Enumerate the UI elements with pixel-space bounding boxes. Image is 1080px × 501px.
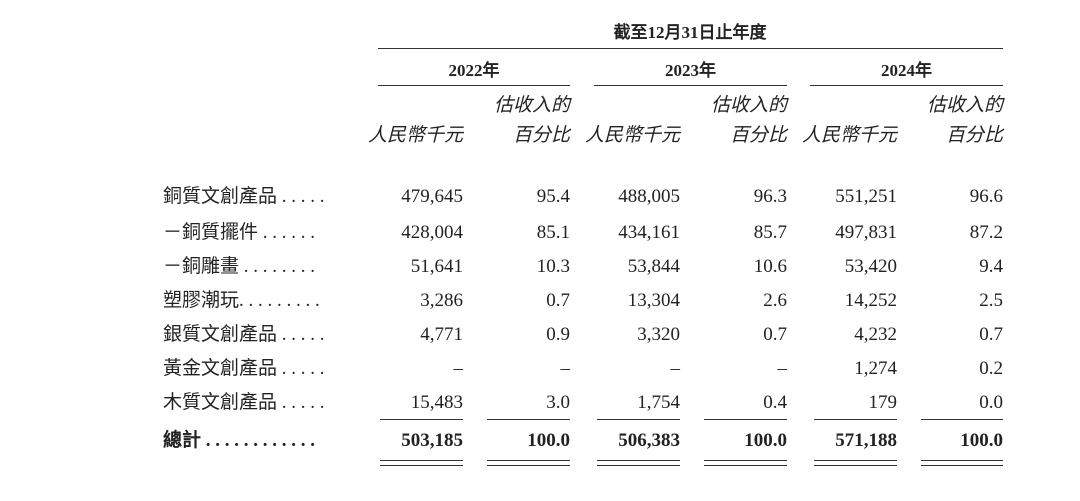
cell: – — [777, 358, 788, 379]
column-header: 百分比 — [945, 125, 1003, 146]
rule — [921, 465, 1003, 466]
cell: 434,161 — [618, 222, 680, 243]
total-cell: 503,185 — [401, 430, 463, 451]
rule — [378, 85, 570, 86]
cell: 0.2 — [979, 358, 1003, 379]
column-header: 估收入的 — [710, 95, 787, 116]
period-header: 截至12月31日止年度 — [613, 23, 767, 42]
cell: 0.7 — [979, 324, 1003, 345]
cell: 51,641 — [410, 256, 463, 277]
rule — [704, 460, 787, 461]
cell: 4,771 — [420, 324, 463, 345]
total-cell: 571,188 — [835, 430, 897, 451]
rule — [487, 419, 570, 420]
rule — [487, 460, 570, 461]
rule — [704, 465, 787, 466]
cell: 3,320 — [637, 324, 680, 345]
rule — [814, 460, 897, 461]
cell: 14,252 — [844, 290, 897, 311]
cell: 2.5 — [979, 290, 1003, 311]
total-label: 總計 . . . . . . . . . . . . — [163, 430, 316, 451]
cell: 1,274 — [854, 358, 897, 379]
year-header: 2022年 — [448, 61, 500, 80]
column-header: 估收入的 — [493, 95, 570, 116]
cell: 0.7 — [546, 290, 570, 311]
rule — [380, 465, 463, 466]
cell: 0.0 — [979, 392, 1003, 413]
rule — [597, 465, 680, 466]
rule — [814, 465, 897, 466]
cell: – — [560, 358, 571, 379]
rule — [704, 419, 787, 420]
column-header: 百分比 — [512, 125, 570, 146]
cell: 53,420 — [844, 256, 897, 277]
cell: 10.6 — [753, 256, 787, 277]
cell: 85.7 — [753, 222, 787, 243]
cell: 2.6 — [763, 290, 787, 311]
row-label: 黃金文創產品 . . . . . — [163, 358, 325, 379]
cell: 4,232 — [854, 324, 897, 345]
rule — [487, 465, 570, 466]
cell: 13,304 — [627, 290, 680, 311]
rule — [814, 419, 897, 420]
rule — [594, 85, 787, 86]
rule — [921, 419, 1003, 420]
row-label: －銅雕畫 . . . . . . . . — [163, 256, 316, 277]
cell: – — [670, 358, 681, 379]
row-label: 塑膠潮玩. . . . . . . . . — [163, 290, 320, 311]
cell: 1,754 — [637, 392, 680, 413]
column-header: 人民幣千元 — [367, 125, 463, 146]
cell: 9.4 — [979, 256, 1003, 277]
cell: 96.3 — [753, 186, 787, 207]
row-label: －銅質擺件 . . . . . . — [163, 222, 316, 243]
year-header: 2023年 — [665, 61, 716, 80]
cell: 179 — [868, 392, 898, 413]
row-label: 銅質文創產品 . . . . . — [163, 186, 325, 207]
row-label: 銀質文創產品 . . . . . — [163, 324, 325, 345]
cell: 428,004 — [401, 222, 463, 243]
total-cell: 100.0 — [960, 430, 1003, 451]
year-header: 2024年 — [881, 61, 932, 80]
column-header: 人民幣千元 — [801, 125, 897, 146]
cell: 15,483 — [410, 392, 463, 413]
rule — [380, 460, 463, 461]
cell: – — [453, 358, 464, 379]
total-cell: 100.0 — [527, 430, 570, 451]
rule — [380, 419, 463, 420]
total-cell: 506,383 — [618, 430, 680, 451]
cell: 85.1 — [536, 222, 570, 243]
rule — [597, 460, 680, 461]
total-cell: 100.0 — [744, 430, 787, 451]
cell: 95.4 — [536, 186, 570, 207]
cell: 488,005 — [618, 186, 680, 207]
cell: 0.7 — [763, 324, 787, 345]
rule — [810, 85, 1003, 86]
cell: 497,831 — [835, 222, 897, 243]
rule — [597, 419, 680, 420]
rule — [378, 48, 1003, 49]
cell: 551,251 — [835, 186, 897, 207]
column-header: 人民幣千元 — [584, 125, 680, 146]
cell: 87.2 — [969, 222, 1003, 243]
cell: 3.0 — [546, 392, 570, 413]
cell: 479,645 — [401, 186, 463, 207]
cell: 0.9 — [546, 324, 570, 345]
cell: 53,844 — [627, 256, 680, 277]
cell: 0.4 — [763, 392, 787, 413]
column-header: 百分比 — [729, 125, 787, 146]
cell: 10.3 — [536, 256, 570, 277]
cell: 96.6 — [969, 186, 1003, 207]
row-label: 木質文創產品 . . . . . — [163, 392, 325, 413]
rule — [921, 460, 1003, 461]
cell: 3,286 — [420, 290, 463, 311]
column-header: 估收入的 — [926, 95, 1003, 116]
